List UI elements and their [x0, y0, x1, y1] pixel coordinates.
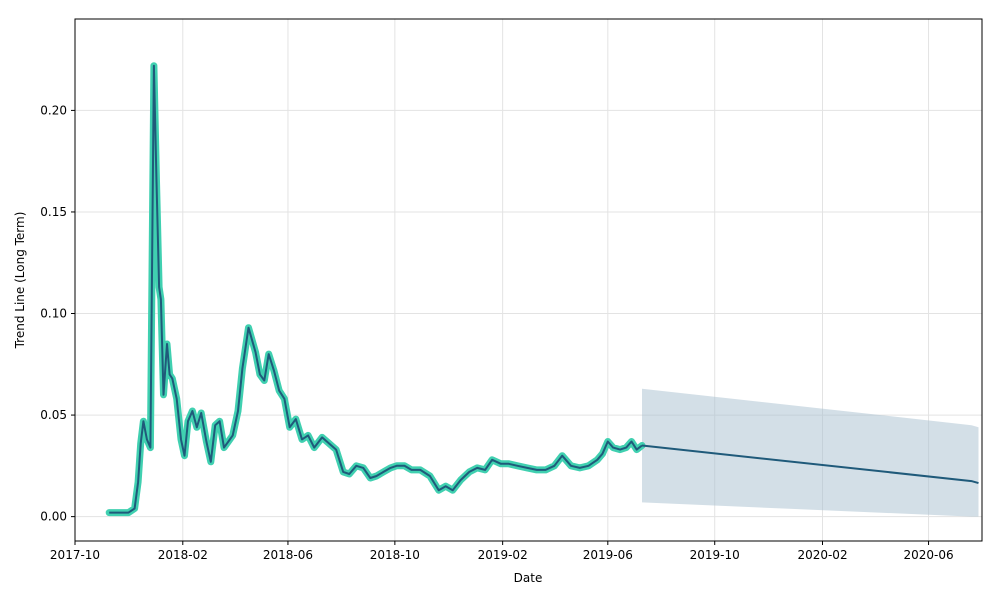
x-tick-label: 2020-06: [903, 548, 953, 562]
x-axis-ticks: 2017-10 2018-02 2018-06 2018-10 2019-02 2019-…: [50, 541, 954, 562]
x-tick-label: 2018-06: [263, 548, 313, 562]
y-tick-label: 0.10: [40, 307, 67, 321]
y-tick-label: 0.05: [40, 408, 67, 422]
y-tick-label: 0.20: [40, 103, 67, 117]
history-halo-line: [105, 62, 646, 517]
x-tick-label: 2017-10: [50, 548, 100, 562]
y-tick-label: 0.00: [40, 510, 67, 524]
forecast-band-area: [642, 388, 979, 517]
x-tick-label: 2019-02: [478, 548, 528, 562]
x-tick-label: 2019-10: [690, 548, 740, 562]
x-tick-label: 2018-10: [370, 548, 420, 562]
grid-lines: [74, 19, 982, 541]
y-axis-ticks: 0.00 0.05 0.10 0.15 0.20: [40, 103, 75, 524]
history-trend-line: [109, 64, 643, 514]
x-axis-title: Date: [514, 571, 543, 585]
forecast-trend-line: [641, 444, 979, 485]
forecast-confidence-band: [642, 388, 979, 517]
x-tick-label: 2018-02: [158, 548, 208, 562]
y-tick-label: 0.15: [40, 205, 67, 219]
x-tick-label: 2020-02: [797, 548, 847, 562]
plot-frame: [74, 18, 983, 542]
x-tick-label: 2019-06: [583, 548, 633, 562]
y-axis-title: Trend Line (Long Term): [13, 212, 27, 350]
series-lines: [105, 62, 979, 517]
